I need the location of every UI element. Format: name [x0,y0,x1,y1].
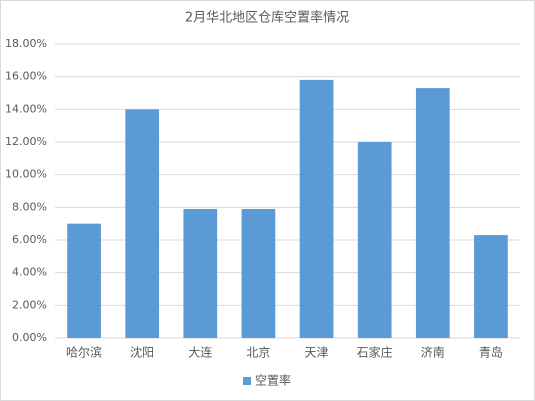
y-tick-label: 0.00% [12,331,47,344]
x-tick-label: 大连 [188,345,212,360]
bar [415,88,450,338]
bar [67,223,101,338]
bar [241,208,276,338]
y-tick-label: 8.00% [12,200,47,213]
bar [474,235,508,338]
chart-title: 2月华北地区仓库空置率情况 [185,10,349,26]
bar [299,79,334,338]
y-tick-label: 16.00% [5,70,47,83]
x-tick-label: 青岛 [479,345,503,360]
x-tick-label: 天津 [305,346,329,360]
y-tick-label: 2.00% [12,298,47,311]
y-tick-label: 6.00% [12,233,47,246]
x-tick-label: 北京 [246,346,270,360]
x-tick-label: 哈尔滨 [66,345,102,360]
legend-label: 空置率 [255,373,291,388]
x-tick-label: 沈阳 [130,345,154,360]
y-tick-label: 12.00% [5,135,47,148]
x-tick-label: 济南 [421,345,445,360]
legend-swatch [243,377,251,385]
y-tick-label: 18.00% [5,37,47,50]
bar [125,109,160,338]
bar [183,208,218,338]
x-tick-label: 石家庄 [357,345,393,360]
y-tick-label: 14.00% [5,102,47,115]
bar [357,142,392,338]
y-tick-label: 4.00% [12,266,47,279]
y-tick-label: 10.00% [5,168,47,181]
